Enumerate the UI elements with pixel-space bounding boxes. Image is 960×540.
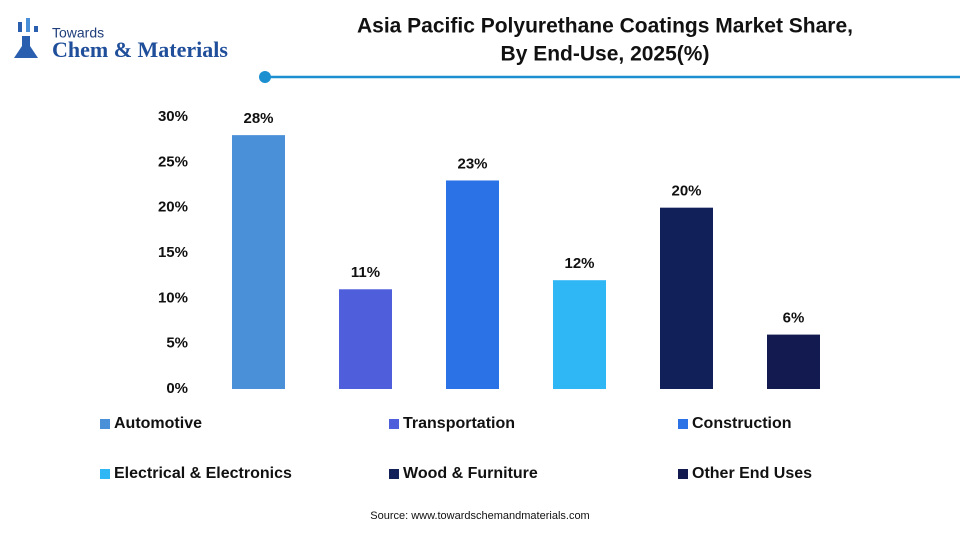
logo-small: Towards	[52, 25, 104, 41]
legend-swatch	[100, 469, 110, 479]
bar	[767, 334, 820, 389]
logo-main: Chem & Materials	[52, 37, 228, 62]
y-tick-label: 0%	[166, 380, 188, 397]
value-label: 11%	[351, 264, 380, 281]
divider-dot	[259, 71, 271, 83]
bar	[232, 135, 285, 389]
bar	[446, 180, 499, 389]
legend-swatch	[678, 469, 688, 479]
value-label: 28%	[243, 110, 273, 127]
source: Source: www.towardschemandmaterials.com	[370, 510, 589, 522]
value-label: 6%	[783, 310, 805, 327]
legend-swatch	[389, 419, 399, 429]
y-tick-label: 10%	[158, 289, 188, 306]
y-tick-label: 30%	[158, 108, 188, 125]
legend-label: Electrical & Electronics	[114, 465, 292, 482]
legend-swatch	[678, 419, 688, 429]
bar	[553, 280, 606, 389]
bar	[339, 289, 392, 389]
y-tick-label: 20%	[158, 199, 188, 216]
legend-label: Construction	[692, 415, 792, 432]
y-tick-label: 15%	[158, 244, 188, 261]
legend-label: Wood & Furniture	[403, 465, 538, 482]
value-label: 20%	[671, 183, 701, 200]
legend-swatch	[100, 419, 110, 429]
y-tick-label: 25%	[158, 153, 188, 170]
value-label: 23%	[457, 155, 487, 172]
value-label: 12%	[564, 255, 594, 272]
chart-title: By End-Use, 2025(%)	[501, 43, 710, 66]
logo-icon	[14, 18, 38, 58]
legend-label: Automotive	[114, 415, 202, 432]
bar	[660, 207, 713, 389]
legend-label: Other End Uses	[692, 465, 812, 482]
legend-label: Transportation	[403, 415, 515, 432]
legend-swatch	[389, 469, 399, 479]
y-tick-label: 5%	[166, 335, 188, 352]
chart-title: Asia Pacific Polyurethane Coatings Marke…	[357, 15, 853, 38]
